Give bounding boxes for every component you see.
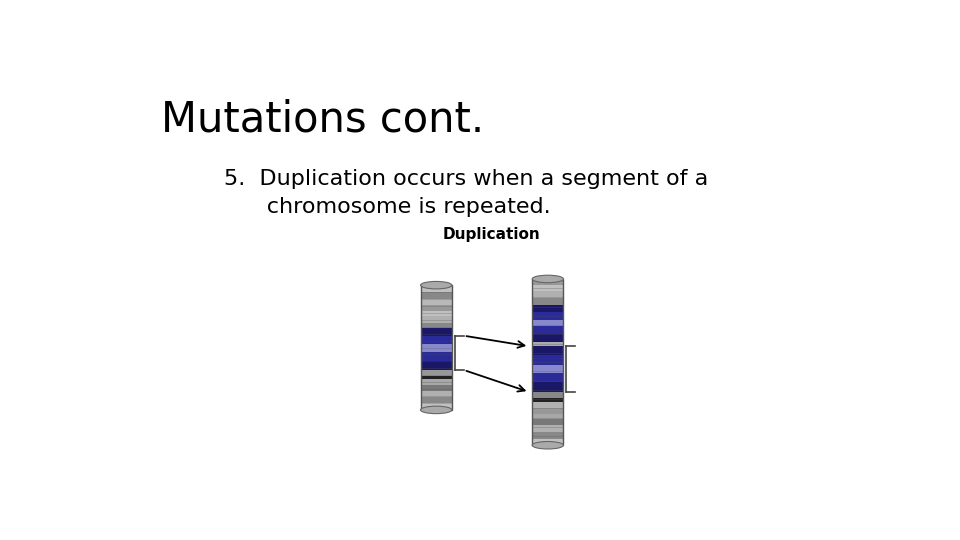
Bar <box>532 373 564 382</box>
Bar <box>532 279 564 285</box>
Bar <box>532 438 564 445</box>
Text: Duplication: Duplication <box>444 226 540 241</box>
Bar <box>532 355 564 364</box>
Bar <box>532 298 564 305</box>
Ellipse shape <box>532 275 564 282</box>
Bar <box>532 414 564 420</box>
Bar <box>420 292 452 299</box>
Bar <box>532 432 564 438</box>
Bar <box>420 397 452 403</box>
Bar <box>420 344 452 352</box>
Bar <box>420 316 452 322</box>
Bar <box>532 346 564 355</box>
Bar <box>532 342 564 346</box>
Bar <box>532 305 564 312</box>
Text: 5.  Duplication occurs when a segment of a
      chromosome is repeated.: 5. Duplication occurs when a segment of … <box>225 168 708 217</box>
Bar <box>420 310 452 316</box>
Bar <box>532 408 564 414</box>
Bar <box>532 285 564 292</box>
Bar <box>420 322 452 328</box>
Bar <box>420 352 452 361</box>
Bar <box>532 382 564 392</box>
Bar <box>420 380 452 385</box>
Bar <box>420 390 452 397</box>
Bar <box>420 328 452 336</box>
Bar <box>532 402 564 408</box>
Ellipse shape <box>420 281 452 289</box>
Bar <box>420 385 452 390</box>
Bar <box>532 326 564 334</box>
Text: Mutations cont.: Mutations cont. <box>161 98 484 140</box>
Bar <box>532 320 564 326</box>
Bar <box>532 279 564 446</box>
Ellipse shape <box>532 442 564 449</box>
Bar <box>532 364 564 373</box>
Bar <box>532 420 564 426</box>
Bar <box>420 285 452 292</box>
Bar <box>420 299 452 305</box>
Bar <box>420 285 452 410</box>
Bar <box>532 426 564 432</box>
Bar <box>532 292 564 298</box>
Bar <box>420 370 452 376</box>
Ellipse shape <box>420 406 452 414</box>
Bar <box>420 376 452 380</box>
Bar <box>420 361 452 370</box>
Bar <box>532 392 564 398</box>
Bar <box>532 312 564 320</box>
Bar <box>532 334 564 342</box>
Bar <box>420 305 452 310</box>
Bar <box>420 336 452 344</box>
Bar <box>532 398 564 402</box>
Bar <box>420 403 452 410</box>
